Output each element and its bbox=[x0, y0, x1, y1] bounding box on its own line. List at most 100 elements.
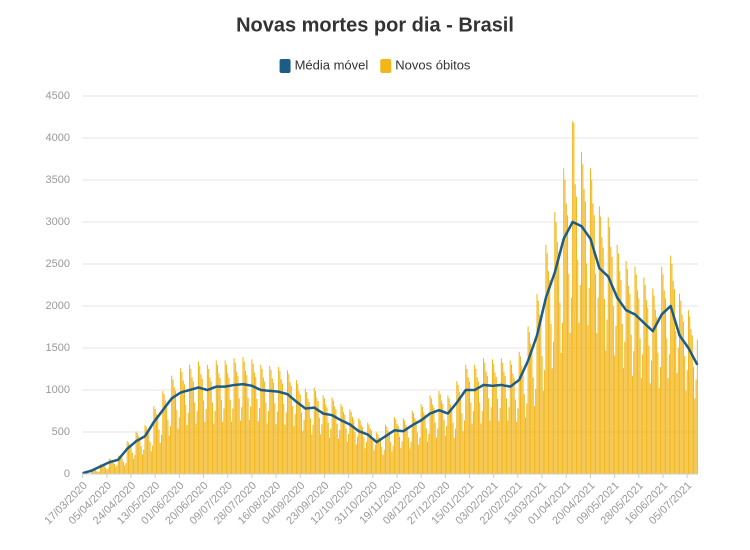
bar bbox=[149, 441, 151, 474]
bar bbox=[684, 356, 686, 474]
bar bbox=[653, 295, 655, 474]
bar bbox=[551, 368, 553, 474]
bar bbox=[521, 365, 523, 474]
bar bbox=[694, 398, 696, 474]
bar bbox=[301, 412, 303, 474]
bar bbox=[140, 446, 142, 474]
bar bbox=[331, 397, 333, 474]
bar bbox=[484, 362, 486, 474]
bar bbox=[113, 464, 115, 474]
bar bbox=[306, 392, 308, 474]
bar bbox=[439, 394, 441, 474]
bar bbox=[675, 331, 677, 474]
y-tick-label: 2000 bbox=[46, 300, 70, 312]
bar bbox=[99, 464, 101, 474]
bar bbox=[131, 452, 133, 474]
bar bbox=[143, 449, 145, 474]
bar bbox=[553, 341, 555, 474]
bar bbox=[591, 180, 593, 474]
bar bbox=[614, 355, 616, 474]
bar bbox=[656, 316, 658, 474]
bar bbox=[481, 411, 483, 474]
bar bbox=[94, 470, 96, 474]
bar bbox=[419, 437, 421, 474]
y-tick-label: 4500 bbox=[46, 90, 70, 102]
bar bbox=[257, 421, 259, 474]
bar bbox=[612, 306, 614, 474]
bar bbox=[392, 445, 394, 474]
bar bbox=[414, 417, 416, 474]
bar bbox=[327, 422, 329, 474]
bar bbox=[438, 391, 440, 474]
bar bbox=[405, 424, 407, 474]
bar bbox=[103, 465, 105, 474]
bar bbox=[185, 404, 187, 474]
bar bbox=[523, 394, 525, 474]
bar bbox=[346, 441, 348, 474]
bar bbox=[630, 334, 632, 474]
bar bbox=[560, 353, 562, 474]
bar bbox=[491, 359, 493, 474]
bar bbox=[504, 376, 506, 474]
bar bbox=[397, 425, 399, 474]
bar bbox=[335, 409, 337, 474]
legend-swatch bbox=[279, 59, 291, 73]
bar bbox=[457, 384, 459, 474]
bar bbox=[623, 368, 625, 474]
bar bbox=[322, 395, 324, 474]
bar bbox=[295, 380, 297, 474]
legend-label: Média móvel bbox=[295, 57, 369, 72]
bar bbox=[205, 409, 207, 474]
bar bbox=[308, 401, 310, 474]
bar bbox=[485, 371, 487, 474]
bar bbox=[573, 122, 575, 474]
bar bbox=[329, 437, 331, 474]
bar bbox=[139, 437, 141, 474]
bar bbox=[299, 394, 301, 474]
bar bbox=[659, 366, 661, 474]
bar bbox=[596, 332, 598, 474]
bar bbox=[390, 441, 392, 474]
bar bbox=[453, 437, 455, 474]
bar bbox=[527, 326, 529, 474]
bar bbox=[330, 428, 332, 474]
bar bbox=[620, 279, 622, 474]
bar bbox=[278, 366, 280, 474]
bar bbox=[105, 467, 107, 474]
bar bbox=[261, 369, 263, 474]
bar bbox=[689, 316, 691, 474]
bar bbox=[540, 321, 542, 474]
bar bbox=[532, 377, 534, 474]
bar bbox=[434, 422, 436, 474]
bar bbox=[512, 373, 514, 474]
bar bbox=[514, 399, 516, 474]
bar bbox=[358, 418, 360, 474]
bar bbox=[112, 461, 114, 474]
bar bbox=[287, 370, 289, 474]
y-tick-label: 1500 bbox=[46, 342, 70, 354]
bar bbox=[624, 341, 626, 474]
y-tick-label: 2500 bbox=[46, 258, 70, 270]
bar bbox=[411, 410, 413, 474]
bar bbox=[443, 419, 445, 474]
bar bbox=[588, 288, 590, 474]
bar bbox=[561, 322, 563, 474]
bar bbox=[577, 259, 579, 474]
bar bbox=[533, 405, 535, 474]
bar bbox=[245, 370, 247, 474]
bar bbox=[661, 266, 663, 474]
bar bbox=[600, 216, 602, 474]
bar bbox=[407, 437, 409, 474]
bar bbox=[266, 423, 268, 474]
bar bbox=[516, 421, 518, 474]
bar bbox=[182, 380, 184, 474]
bar bbox=[503, 371, 505, 474]
bar bbox=[497, 398, 499, 474]
bar bbox=[663, 290, 665, 474]
bar bbox=[362, 426, 364, 474]
bar bbox=[486, 376, 488, 474]
bar bbox=[424, 414, 426, 474]
bar bbox=[425, 428, 427, 474]
bar bbox=[575, 196, 577, 475]
bar bbox=[269, 365, 271, 474]
